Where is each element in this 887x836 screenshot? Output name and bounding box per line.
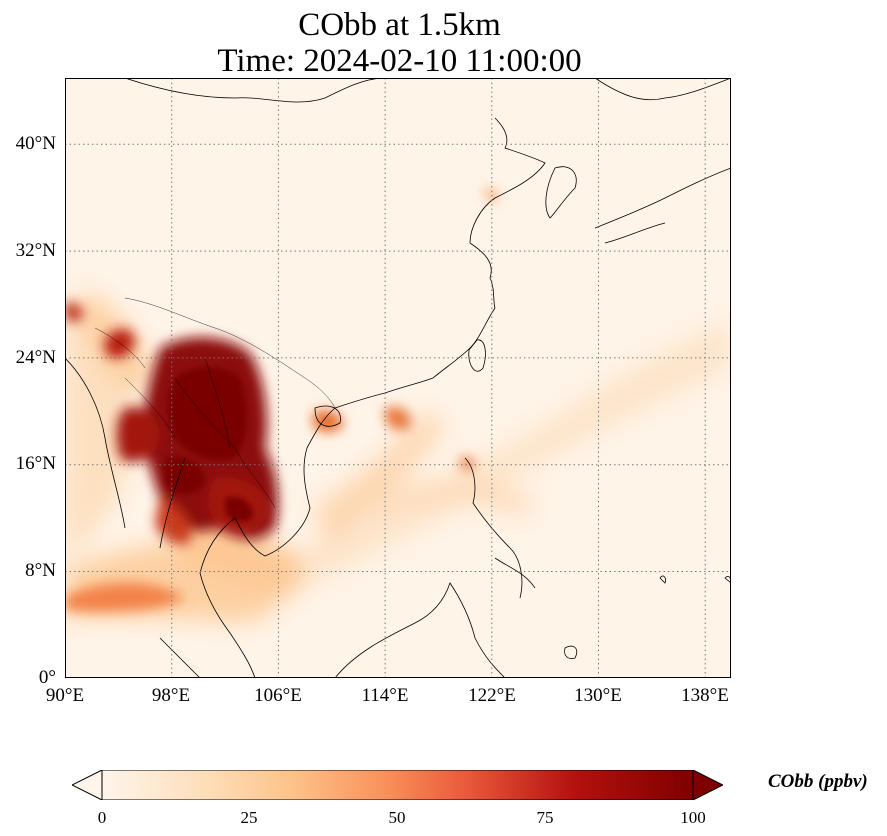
lon-tick-label: 114°E	[361, 685, 409, 706]
country-borders	[94, 297, 336, 509]
colorbar-max-extension	[692, 770, 723, 800]
lat-tick-label: 40°N	[15, 133, 56, 154]
lon-tick-label: 90°E	[45, 685, 85, 706]
lon-tick-label: 138°E	[681, 685, 729, 706]
map-title-line2: Time: 2024-02-10 11:00:00	[217, 43, 582, 79]
lon-tick-label: 106°E	[254, 685, 302, 706]
colorbar-tick-label: 100	[680, 808, 706, 827]
co-plume-layer	[65, 188, 731, 623]
lat-tick-label: 16°N	[15, 453, 56, 474]
colorbar-graphic	[72, 770, 723, 800]
lon-tick-label: 122°E	[468, 685, 516, 706]
graticule	[65, 78, 731, 678]
lat-tick-label: 8°N	[25, 560, 56, 581]
colorbar	[72, 770, 723, 800]
coastlines	[65, 78, 731, 678]
colorbar-gradient	[101, 770, 694, 800]
map-panel	[65, 78, 731, 678]
lon-tick-label: 130°E	[574, 685, 622, 706]
lon-tick-label: 98°E	[151, 685, 191, 706]
colorbar-tick-label: 25	[240, 808, 258, 827]
lat-tick-label: 24°N	[15, 347, 56, 368]
lat-tick-label: 32°N	[15, 240, 56, 261]
colorbar-min-extension	[72, 770, 103, 800]
colorbar-tick-label: 50	[388, 808, 406, 827]
map-frame	[65, 78, 731, 678]
colorbar-tick-label: 75	[536, 808, 554, 827]
lat-tick-label: 0°	[38, 667, 56, 688]
colorbar-tick-label: 0	[97, 808, 107, 827]
map-title-line1: CObb at 1.5km	[298, 7, 501, 43]
concentration-map	[65, 78, 731, 678]
colorbar-label: CObb (ppbv)	[768, 771, 868, 792]
